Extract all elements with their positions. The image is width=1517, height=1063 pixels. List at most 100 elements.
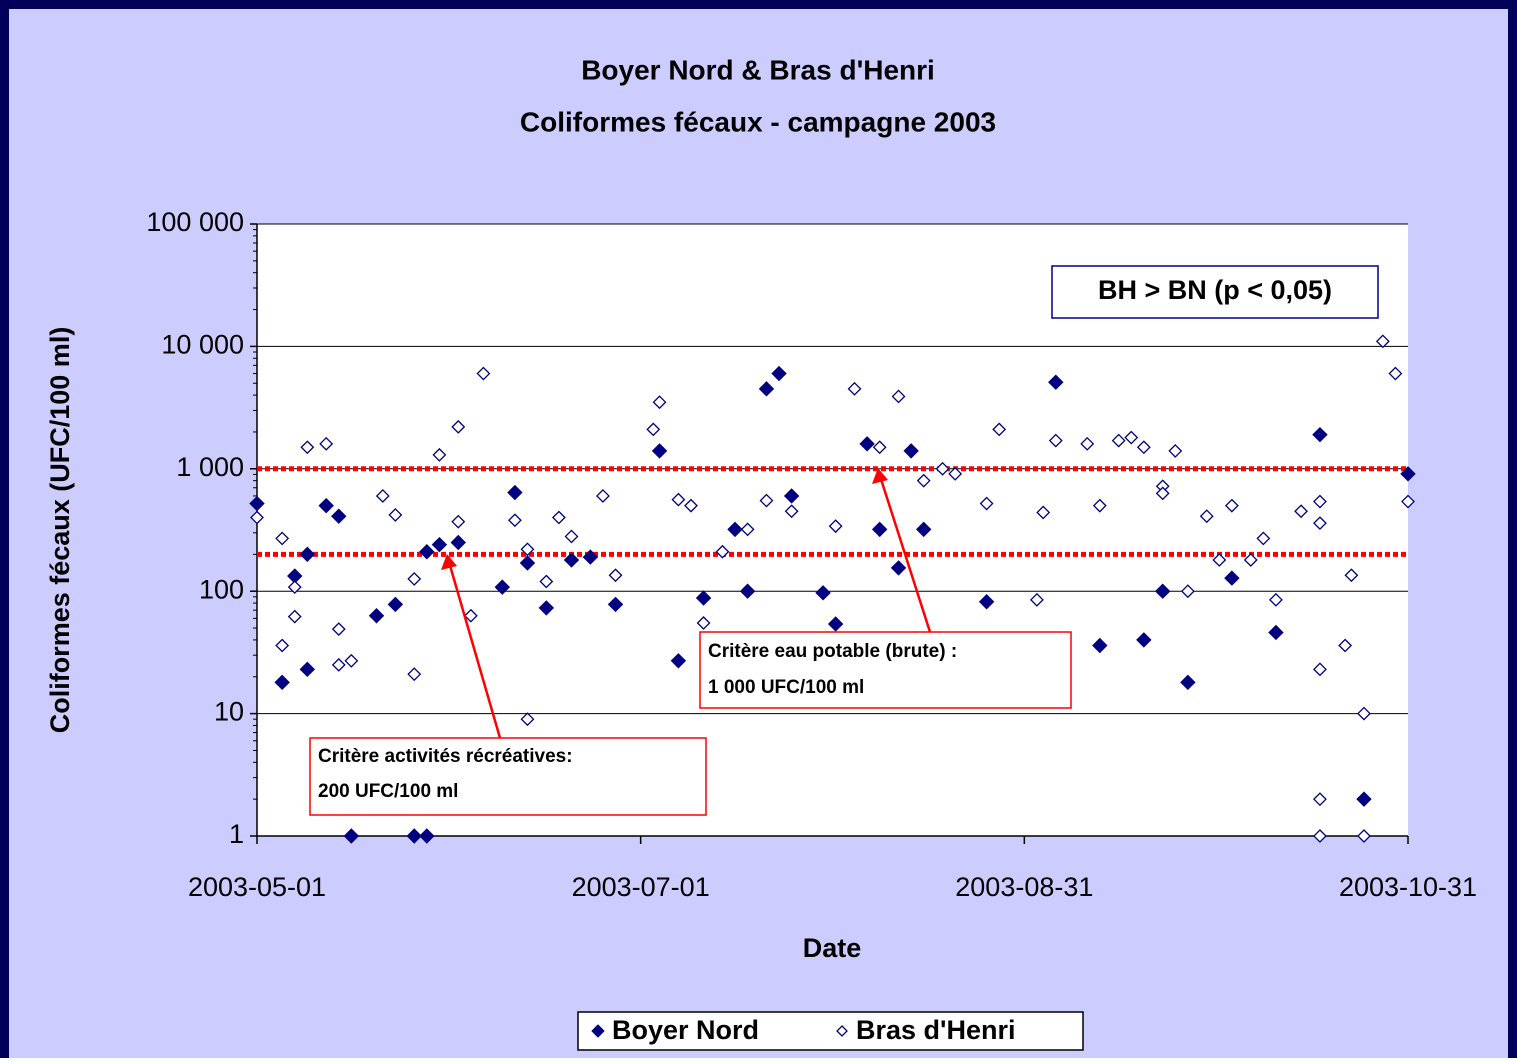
marker — [582, 549, 599, 565]
marker — [1124, 430, 1139, 445]
marker — [1168, 443, 1183, 458]
marker — [759, 493, 774, 508]
stat-note: BH > BN (p < 0,05) — [1098, 275, 1332, 305]
marker — [1048, 433, 1063, 448]
marker — [275, 638, 290, 653]
y-tick-label: 1 — [229, 819, 244, 849]
marker — [1357, 706, 1371, 721]
marker — [1243, 553, 1258, 567]
marker — [406, 828, 422, 844]
plot: 100 000 10 000 1 000 100 10 1 2003-05-01 2003-0… — [146, 207, 1477, 902]
marker — [1136, 440, 1151, 455]
arrow-head — [441, 554, 457, 570]
marker — [563, 552, 580, 568]
marker — [375, 489, 390, 503]
marker — [1111, 433, 1126, 448]
marker — [1313, 829, 1327, 843]
marker — [670, 653, 687, 669]
marker — [331, 622, 346, 637]
marker — [608, 568, 623, 583]
marker — [740, 522, 755, 537]
legend-label: Boyer Nord — [612, 1015, 759, 1045]
stat-box — [1051, 265, 1379, 319]
marker — [871, 521, 888, 538]
legend — [577, 1011, 1084, 1051]
marker — [1313, 662, 1327, 677]
marker — [1338, 638, 1353, 653]
marker — [1313, 494, 1327, 509]
marker — [564, 529, 579, 544]
marker — [695, 590, 712, 606]
marker — [1080, 436, 1095, 451]
marker — [652, 395, 667, 410]
x-tick-label: 2003-07-01 — [572, 872, 710, 902]
marker — [551, 510, 566, 525]
marker — [758, 381, 775, 397]
marker — [727, 521, 743, 538]
annotation-box — [309, 737, 707, 816]
marker — [992, 422, 1007, 437]
marker — [1312, 426, 1328, 443]
x-axis-title: Date — [803, 933, 862, 963]
marker — [978, 594, 995, 610]
marker — [1092, 637, 1108, 654]
marker — [784, 504, 799, 519]
marker — [1375, 334, 1390, 349]
marker — [507, 484, 523, 501]
y-axis-title: Coliformes fécaux (UFC/100 ml) — [45, 327, 75, 734]
marker — [388, 507, 403, 522]
marker — [1180, 584, 1195, 599]
marker — [696, 616, 711, 630]
marker — [476, 366, 491, 381]
x-tick-label: 2003-10-31 — [1339, 872, 1477, 902]
marker — [494, 579, 511, 595]
y-tick-label: 100 — [199, 574, 244, 604]
annotation: Critère activités récréatives: — [318, 746, 573, 767]
legend-marker — [836, 1025, 848, 1037]
marker — [1048, 374, 1064, 390]
marker — [300, 440, 315, 455]
marker — [1029, 592, 1044, 607]
marker — [274, 674, 290, 691]
y-tick-label: 1 000 — [176, 452, 244, 482]
marker — [299, 661, 316, 678]
marker — [319, 436, 334, 451]
marker — [249, 495, 265, 512]
marker — [815, 585, 831, 601]
chart-title: Boyer Nord & Bras d'Henri — [581, 54, 935, 85]
marker — [387, 596, 404, 613]
marker — [419, 828, 435, 844]
marker — [859, 436, 875, 452]
marker — [1313, 516, 1327, 531]
marker — [287, 580, 302, 595]
marker — [890, 560, 907, 576]
marker — [318, 497, 334, 514]
marker — [1212, 553, 1227, 567]
marker — [451, 419, 466, 434]
marker — [1199, 509, 1214, 524]
marker — [507, 513, 522, 528]
marker — [915, 521, 932, 538]
marker — [463, 608, 478, 623]
plot-area — [257, 224, 1408, 836]
marker — [596, 489, 610, 503]
marker — [407, 667, 422, 682]
marker — [344, 653, 359, 668]
chart-title: Coliformes fécaux - campagne 2003 — [520, 106, 996, 137]
annotation: 200 UFC/100 ml — [318, 781, 458, 802]
y-tick-label: 10 000 — [161, 330, 244, 360]
marker — [451, 514, 466, 529]
marker — [828, 519, 843, 534]
marker — [1224, 498, 1239, 513]
marker — [1344, 568, 1359, 583]
marker — [1154, 583, 1171, 599]
marker — [520, 712, 535, 727]
marker — [1092, 498, 1107, 513]
x-tick-label: 2003-08-31 — [955, 872, 1093, 902]
marker — [1401, 494, 1415, 509]
marker — [299, 546, 316, 563]
marker — [343, 828, 360, 844]
marker — [1180, 674, 1196, 691]
marker — [903, 443, 919, 459]
marker — [1357, 829, 1371, 843]
